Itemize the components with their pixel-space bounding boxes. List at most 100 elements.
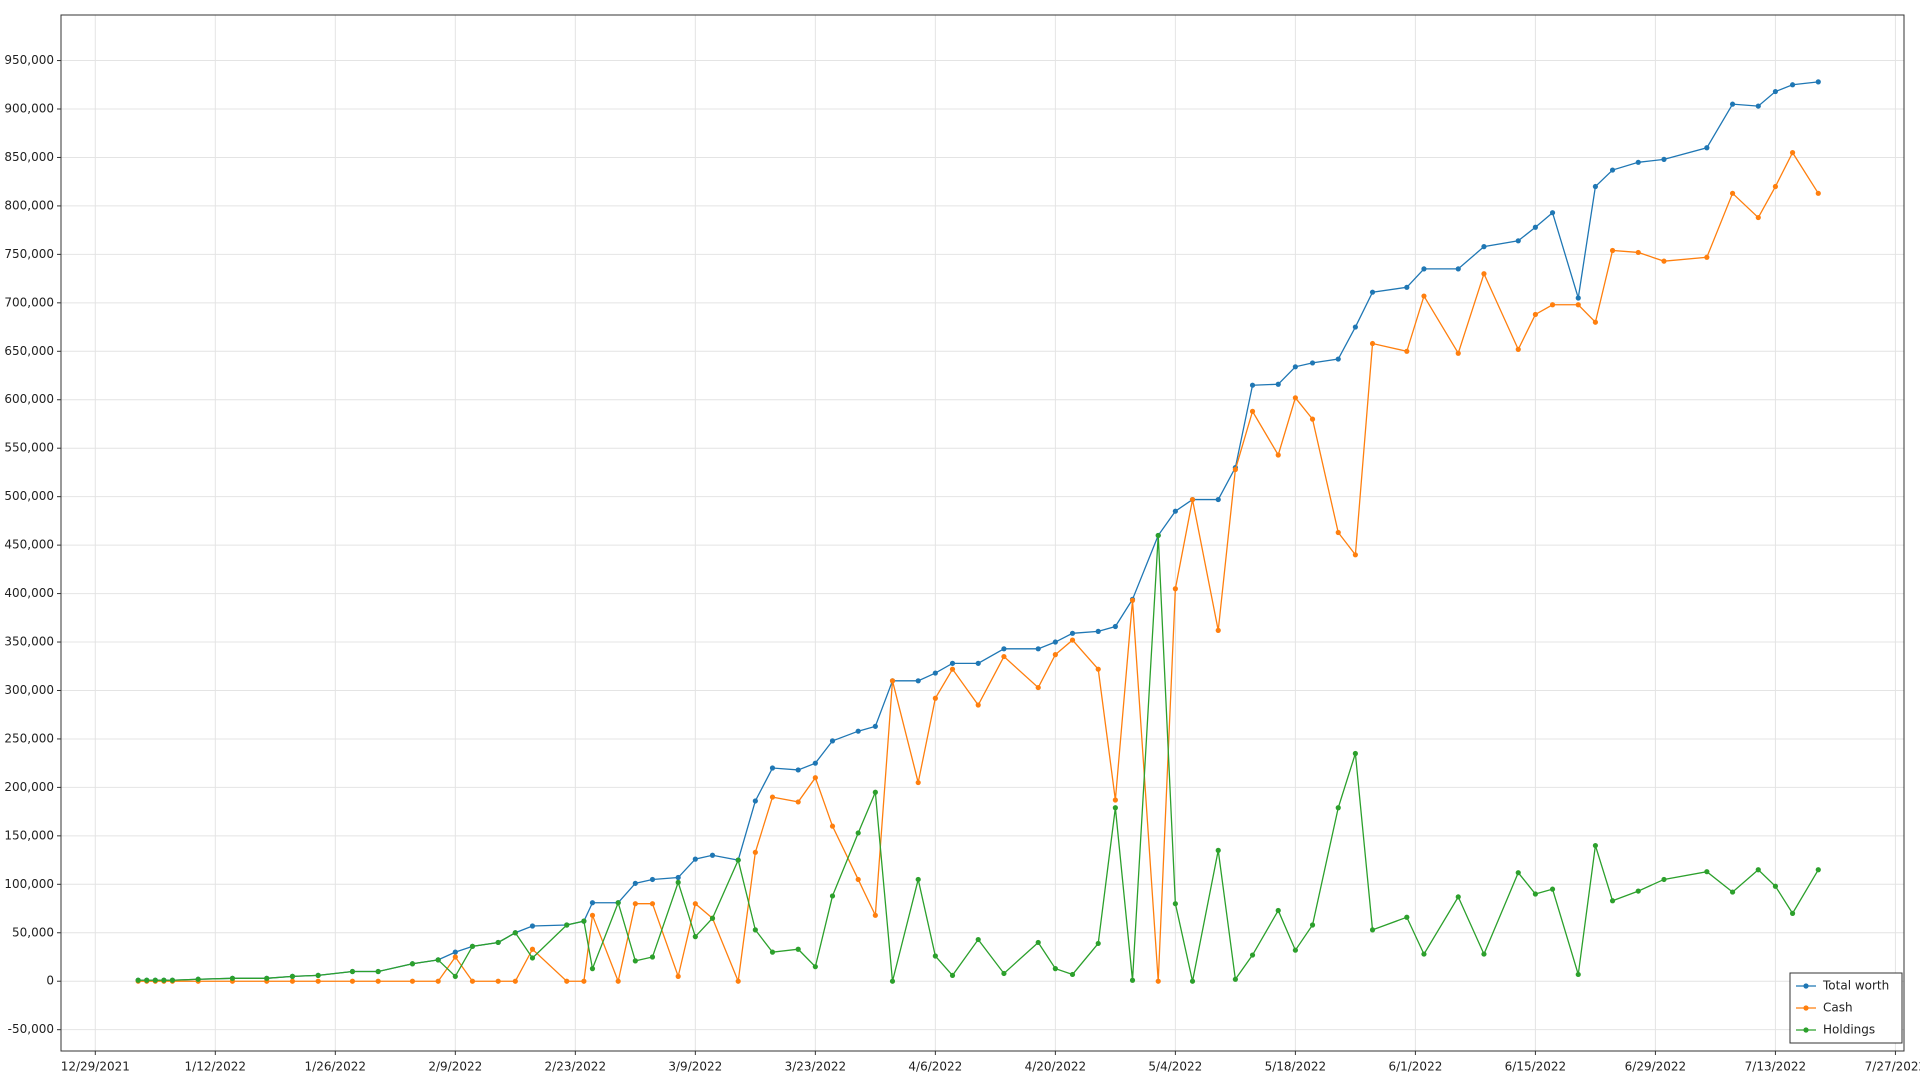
data-point (795, 799, 801, 805)
data-point (1704, 869, 1710, 875)
data-point (709, 852, 716, 858)
data-point (589, 912, 596, 918)
data-point (1095, 628, 1101, 634)
data-point (1729, 101, 1736, 107)
data-point (315, 978, 321, 984)
data-point (709, 915, 716, 921)
data-point (1129, 597, 1136, 603)
y-tick-label: 750,000 (4, 247, 54, 261)
data-point (1215, 627, 1221, 633)
data-point (1481, 244, 1487, 250)
data-point (1275, 381, 1281, 387)
data-point (872, 912, 878, 918)
data-point (581, 918, 587, 924)
data-point (1129, 977, 1136, 983)
data-point (649, 901, 656, 907)
legend-swatch-dot (1803, 983, 1809, 989)
data-point (452, 949, 458, 955)
data-point (1189, 496, 1196, 503)
data-point (435, 978, 441, 984)
data-point (915, 876, 921, 883)
data-point (632, 880, 638, 886)
x-tick-label: 1/26/2022 (305, 1060, 367, 1074)
data-point (1369, 340, 1376, 347)
data-point (812, 775, 818, 781)
data-point (1069, 637, 1076, 643)
y-tick-label: 550,000 (4, 441, 54, 455)
data-point (1352, 552, 1358, 558)
x-tick-label: 12/29/2021 (61, 1060, 130, 1074)
y-tick-label: 0 (46, 974, 54, 988)
data-point (1815, 190, 1821, 196)
data-point (1035, 939, 1041, 946)
data-point (829, 738, 836, 744)
y-tick-label: 950,000 (4, 53, 54, 67)
data-point (769, 765, 776, 771)
data-point (692, 856, 698, 862)
y-tick-label: 700,000 (4, 295, 54, 309)
data-point (1549, 210, 1556, 216)
data-point (812, 760, 818, 766)
data-point (135, 977, 141, 983)
data-point (1172, 901, 1178, 907)
legend-label: Holdings (1823, 1023, 1875, 1037)
data-point (795, 946, 801, 952)
data-point (752, 849, 758, 855)
data-point (1309, 416, 1316, 422)
data-point (169, 977, 176, 983)
data-point (769, 949, 776, 955)
data-point (452, 954, 458, 960)
x-tick-label: 4/6/2022 (908, 1060, 962, 1074)
x-tick-label: 6/1/2022 (1388, 1060, 1442, 1074)
data-point (735, 978, 741, 984)
data-point (1575, 295, 1581, 301)
data-point (289, 978, 296, 984)
data-point (1661, 258, 1667, 264)
x-tick-label: 6/29/2022 (1625, 1060, 1687, 1074)
x-tick-label: 6/15/2022 (1505, 1060, 1567, 1074)
data-point (1609, 247, 1616, 254)
data-point (1069, 971, 1076, 978)
data-point (932, 695, 938, 701)
data-point (495, 978, 501, 984)
data-point (1249, 382, 1256, 388)
data-point (349, 968, 356, 975)
data-point (195, 976, 201, 982)
data-point (1155, 978, 1161, 984)
data-point (1635, 159, 1641, 165)
data-point (315, 972, 321, 979)
data-point (264, 975, 270, 981)
data-point (161, 977, 167, 983)
x-tick-label: 3/23/2022 (785, 1060, 847, 1074)
data-point (949, 972, 956, 979)
data-point (529, 946, 536, 952)
data-point (1575, 971, 1581, 978)
data-point (1455, 266, 1461, 272)
data-point (1001, 653, 1007, 660)
data-point (1755, 214, 1761, 221)
data-point (1549, 886, 1556, 892)
data-point (1789, 910, 1796, 916)
data-point (1335, 356, 1341, 362)
data-point (649, 954, 656, 960)
series-line (138, 151, 1819, 984)
data-point (1052, 652, 1058, 658)
data-point (1515, 238, 1521, 244)
y-tick-label: -50,000 (8, 1022, 54, 1036)
data-point (1421, 951, 1427, 957)
data-point (375, 968, 381, 975)
data-point (649, 876, 656, 883)
data-point (1292, 395, 1298, 401)
y-tick-label: 200,000 (4, 780, 54, 794)
y-tick-label: 400,000 (4, 586, 54, 600)
data-point (872, 789, 878, 795)
data-point (1575, 302, 1581, 308)
y-tick-label: 150,000 (4, 828, 54, 842)
data-point (1532, 224, 1538, 230)
data-point (675, 973, 681, 979)
data-point (512, 978, 518, 984)
data-point (752, 927, 758, 933)
data-point (769, 794, 776, 800)
data-point (1292, 364, 1298, 370)
data-point (1815, 79, 1821, 85)
